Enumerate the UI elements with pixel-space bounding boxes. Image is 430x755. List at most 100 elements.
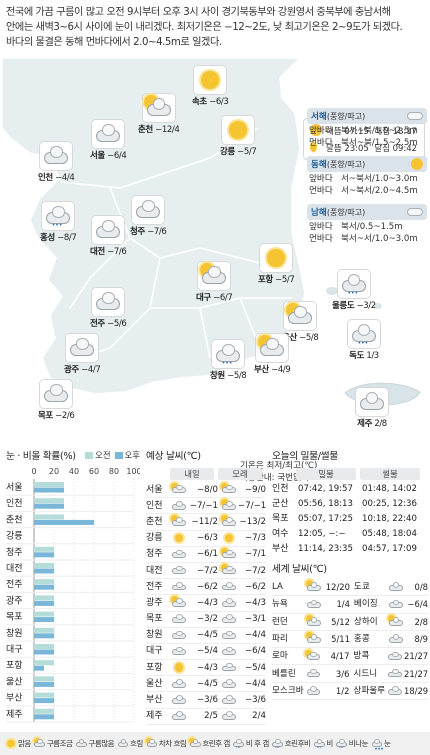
category-label: 청주 — [6, 547, 23, 558]
cloud-icon — [170, 547, 188, 561]
sea-icon — [407, 112, 423, 120]
sea-near-label: 앞바다 — [309, 222, 333, 232]
legend-temp-note: 기온은 최저/최고(℃) — [240, 461, 318, 471]
moonset-label: 달짐 — [374, 144, 390, 154]
forecast-city: 제주 — [146, 711, 163, 722]
precip-probability-panel: 눈 · 비올 확률(%) 오전 오후 0 20 40 60 80 100 서울 인천 춘천 강릉 청… — [6, 448, 142, 741]
map-city-label: 창원 −5/8 — [210, 369, 247, 381]
category-label: 포항 — [6, 660, 23, 671]
forecast-rows: 서울 −8/0 −9/0 인천 −7/−1 −7/−1 춘천 −11/2 −13/2 강릉 −6/3… — [146, 482, 266, 725]
map-city-icon-box — [356, 388, 388, 416]
world-city: 홍콩 — [353, 634, 370, 645]
tide-row: 군산 05:56, 18:13 00:25, 12:36 — [272, 497, 428, 512]
forecast-temp-tomorrow: −4/5 — [196, 630, 218, 641]
sea-far-value: 북서~북/1.5~2.5m — [341, 138, 418, 148]
moonrise-time: 23:05 — [344, 144, 369, 154]
world-rows: LA 12/20 도쿄 0/8 뉴욕 1/4 베이징 −6/4 런던 5/12 상하이 2/8 파리 5/… — [272, 579, 428, 701]
forecast-row: 대구 −5/4 −6/4 — [146, 644, 266, 661]
tide-high: 05:56, 18:13 — [298, 499, 353, 509]
tide-row: 부산 11:14, 23:35 04:57, 17:09 — [272, 542, 428, 557]
partly-cloudy-icon — [305, 615, 323, 629]
map-city-name: 속초 — [192, 97, 207, 107]
bar-pm — [34, 487, 64, 493]
map-city-icon-box — [40, 380, 73, 408]
map-city-name: 춘천 — [138, 125, 153, 135]
bar-pm — [34, 714, 54, 720]
map-city-label: 목포 −2/6 — [38, 409, 75, 421]
map-city-icon-box — [66, 334, 99, 362]
map-city: 제주 2/8 — [356, 388, 388, 429]
map-city-temp: −6/3 — [206, 97, 229, 107]
forecast-city: 전주 — [146, 581, 163, 592]
forecast-temp-dayafter: −4/4 — [244, 678, 266, 689]
partly-cloudy-icon — [256, 334, 288, 362]
category-label: 강릉 — [6, 531, 23, 542]
map-city-icon-box — [40, 142, 73, 170]
cloud-icon — [132, 196, 164, 224]
snow-icon: ••• — [370, 738, 384, 752]
cloud-icon — [387, 580, 405, 594]
forecast-city: 창원 — [146, 630, 163, 641]
world-temp: 5/12 — [331, 616, 350, 627]
tide-place: 여수 — [272, 529, 289, 539]
bar-pm — [34, 503, 64, 509]
cloud-icon — [386, 649, 404, 663]
cloud-icon — [92, 216, 124, 244]
cloud-icon — [220, 644, 238, 658]
forecast-city: 서울 — [146, 484, 163, 495]
snow-icon: ••• — [338, 270, 370, 298]
map-city: 대전 −7/6 — [90, 216, 127, 257]
forecast-row: 광주 −4/3 −4/3 — [146, 595, 266, 612]
tide-low: 10:18, 22:40 — [362, 514, 417, 524]
category-label: 창원 — [6, 628, 23, 639]
legend-item-label: 눈 — [384, 739, 391, 748]
sun-icon — [170, 531, 188, 545]
map-city: 부산 −4/9 — [254, 334, 291, 375]
map-city-label: 독도 1/3 — [349, 349, 379, 361]
forecast-temp-tomorrow: −3/2 — [196, 614, 218, 625]
partly-cloudy-icon — [170, 515, 188, 529]
snow-icon: ••• — [42, 202, 74, 230]
forecast-temp-tomorrow: −4/3 — [196, 662, 218, 673]
tide-place: 군산 — [272, 499, 289, 509]
map-city-icon-box — [284, 302, 317, 330]
forecast-temp-tomorrow: 2/5 — [204, 711, 218, 722]
pm-label: 오후 — [124, 450, 140, 460]
axis-tick-label: 80 — [109, 467, 119, 476]
partly-cloudy-icon — [220, 515, 238, 529]
sea-name: 남해 — [311, 208, 327, 218]
bar-am — [34, 627, 54, 633]
forecast-panel: 예상 날씨(℃) 내일 모레 서울 −8/0 −9/0 인천 −7/−1 −7/−1 춘천 −… — [146, 448, 266, 725]
forecast-row: 울산 −4/5 −4/4 — [146, 676, 266, 693]
world-temp: 1/4 — [336, 599, 350, 610]
world-city: 모스크바 — [272, 685, 304, 696]
forecast-city: 대구 — [146, 646, 163, 657]
map-city: 강릉 −5/7 — [220, 116, 257, 157]
map-city-label: 강릉 −5/7 — [220, 145, 257, 157]
world-row: 런던 5/12 상하이 2/8 — [272, 614, 428, 631]
world-row: 로마 4/17 방콕 21/27 — [272, 648, 428, 666]
world-city: 파리 — [272, 634, 288, 645]
cloud-icon — [386, 684, 404, 698]
cloud-icon — [92, 120, 124, 148]
legend-item: ’’’ 비 — [312, 738, 333, 752]
rain-icon: ’’’ — [232, 738, 246, 752]
rain-icon: ’’’ — [335, 738, 349, 752]
sea-west-box: 서해(풍향/파고) 앞바다 북서~북/1.0~2.5m 먼바다 북서~북/1.5~2… — [307, 108, 427, 148]
bar-am — [34, 660, 54, 666]
legend-item-label: 흐림 — [130, 739, 143, 748]
forecast-temp-dayafter: −7/1 — [244, 549, 266, 560]
partly-cloudy-icon — [220, 499, 238, 513]
bar-am — [34, 676, 54, 682]
cloud-icon — [305, 684, 323, 698]
map-city-icon-box — [142, 94, 175, 122]
map-city-label: 춘천 −12/4 — [138, 123, 180, 135]
bar-am — [34, 563, 54, 568]
bar-pm — [34, 600, 54, 606]
intro-line: 안에는 새벽3~6시 사이에 눈이 내리겠다. 최저기온은 −12~2도, 낮 … — [6, 22, 403, 34]
cloud-icon — [74, 738, 88, 750]
legend-item-label: 흐린후비 — [284, 739, 311, 748]
snow-icon: ••• — [212, 340, 244, 368]
map-city-icon-box — [256, 334, 289, 362]
tide-rows: 인천 07:42, 19:57 01:48, 14:02 군산 05:56, 18:13… — [272, 482, 428, 557]
